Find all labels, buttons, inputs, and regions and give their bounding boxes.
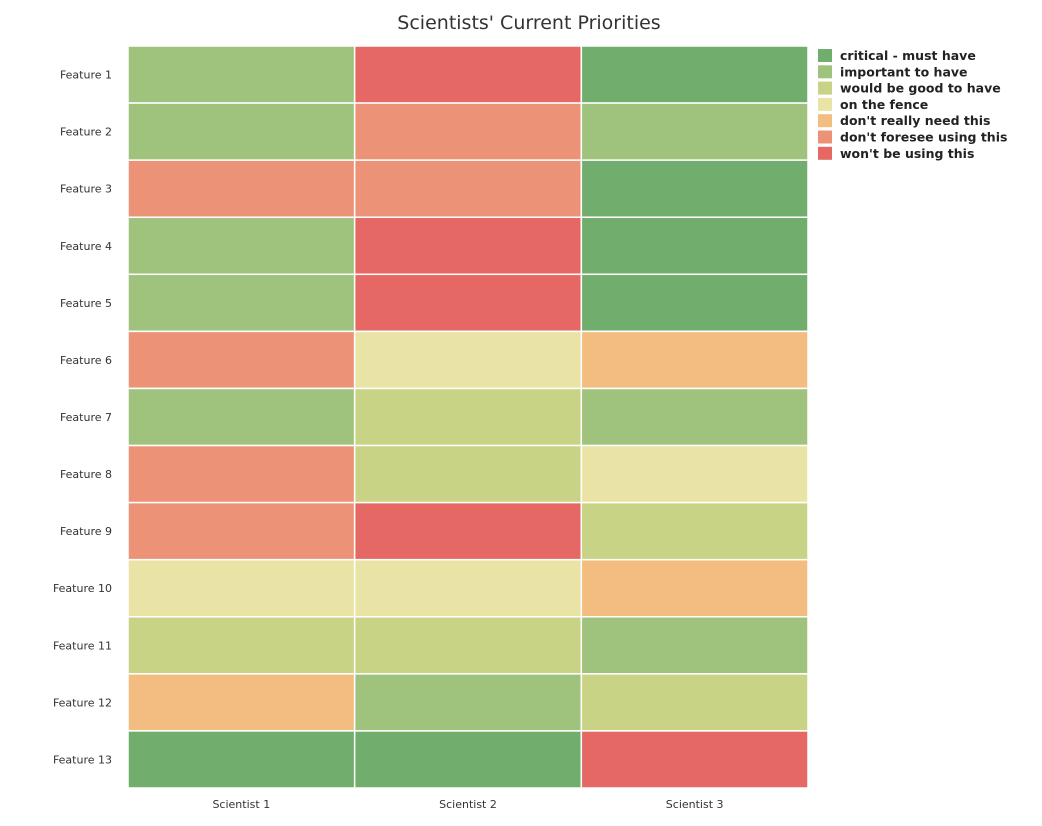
legend-item: would be good to have (818, 81, 1001, 96)
heatmap-cell (353, 273, 583, 333)
heatmap-cell (353, 558, 583, 618)
heatmap-cell (127, 273, 356, 333)
heatmap-cell (127, 616, 356, 675)
legend-item: don't really need this (818, 113, 991, 128)
heatmap-cell (353, 673, 583, 732)
legend-label: important to have (840, 64, 968, 79)
legend-item: don't foresee using this (818, 130, 1007, 145)
heatmap-cell (580, 216, 809, 276)
legend-label: don't really need this (840, 113, 991, 128)
heatmap-cell (127, 558, 356, 618)
heatmap-cell (353, 616, 583, 675)
heatmap-cell (127, 159, 356, 218)
legend-label: on the fence (840, 97, 928, 112)
y-tick-label: Feature 8 (60, 468, 112, 481)
legend-item: won't be using this (818, 146, 974, 161)
heatmap-cell (127, 102, 356, 161)
heatmap-cell (580, 730, 809, 789)
y-tick-label: Feature 5 (60, 297, 112, 310)
legend-label: don't foresee using this (840, 130, 1007, 145)
legend-swatch (818, 130, 832, 144)
heatmap-cell (353, 330, 583, 390)
heatmap-cell (353, 444, 583, 504)
legend-swatch (818, 49, 832, 62)
heatmap-cell (353, 216, 583, 276)
legend-swatch (818, 146, 832, 160)
chart-title: Scientists' Current Priorities (397, 12, 660, 34)
legend-swatch (818, 114, 832, 128)
legend-label: critical - must have (840, 48, 976, 63)
heatmap-cell (580, 673, 809, 732)
heatmap-cell (353, 501, 583, 561)
x-tick-label: Scientist 3 (666, 798, 724, 811)
y-tick-label: Feature 13 (53, 753, 112, 766)
x-axis-ticks: Scientist 1 Scientist 2 Scientist 3 (212, 798, 723, 811)
y-tick-label: Feature 3 (60, 183, 112, 196)
legend-item: important to have (818, 64, 968, 79)
y-tick-label: Feature 10 (53, 582, 112, 595)
y-tick-label: Feature 4 (60, 240, 112, 253)
heatmap-cell (127, 330, 356, 390)
heatmap-cell (353, 102, 583, 161)
heatmap-cell (353, 730, 583, 789)
heatmap-cell (580, 616, 809, 675)
heatmap-cell (580, 387, 809, 447)
heatmap-cell (353, 387, 583, 447)
legend-label: would be good to have (840, 81, 1001, 96)
heatmap-cell (127, 45, 356, 104)
y-tick-label: Feature 1 (60, 69, 112, 82)
x-tick-label: Scientist 1 (212, 798, 270, 811)
legend-item: on the fence (818, 97, 928, 112)
y-tick-label: Feature 2 (60, 126, 112, 139)
y-axis-ticks: Feature 1 Feature 2 Feature 3 Feature 4 Feat… (53, 69, 112, 767)
heatmap-cell (127, 730, 356, 789)
heatmap-cell (580, 501, 809, 561)
x-tick-label: Scientist 2 (439, 798, 497, 811)
heatmap-cell (580, 45, 809, 104)
y-tick-label: Feature 6 (60, 354, 112, 367)
y-tick-label: Feature 9 (60, 525, 112, 538)
y-tick-label: Feature 11 (53, 639, 112, 652)
heatmap-cell (580, 330, 809, 390)
heatmap-cell (580, 444, 809, 504)
heatmap-cell (127, 216, 356, 276)
legend-swatch (818, 97, 832, 111)
heatmap-cell (580, 558, 809, 618)
heatmap-cell (127, 501, 356, 561)
legend-swatch (818, 81, 832, 95)
heatmap-cell (580, 273, 809, 333)
heatmap-cell (353, 159, 583, 218)
heatmap-cell (580, 159, 809, 218)
heatmap-cell (580, 102, 809, 161)
heatmap-cell (127, 673, 356, 732)
heatmap-cell (127, 387, 356, 447)
heatmap-cell (353, 45, 583, 104)
y-tick-label: Feature 7 (60, 411, 112, 424)
legend-swatch (818, 65, 832, 79)
legend-item: critical - must have (818, 48, 976, 63)
heatmap-cell (127, 444, 356, 504)
y-tick-label: Feature 12 (53, 696, 112, 709)
legend-label: won't be using this (840, 146, 974, 161)
heatmap-cells (127, 45, 809, 789)
